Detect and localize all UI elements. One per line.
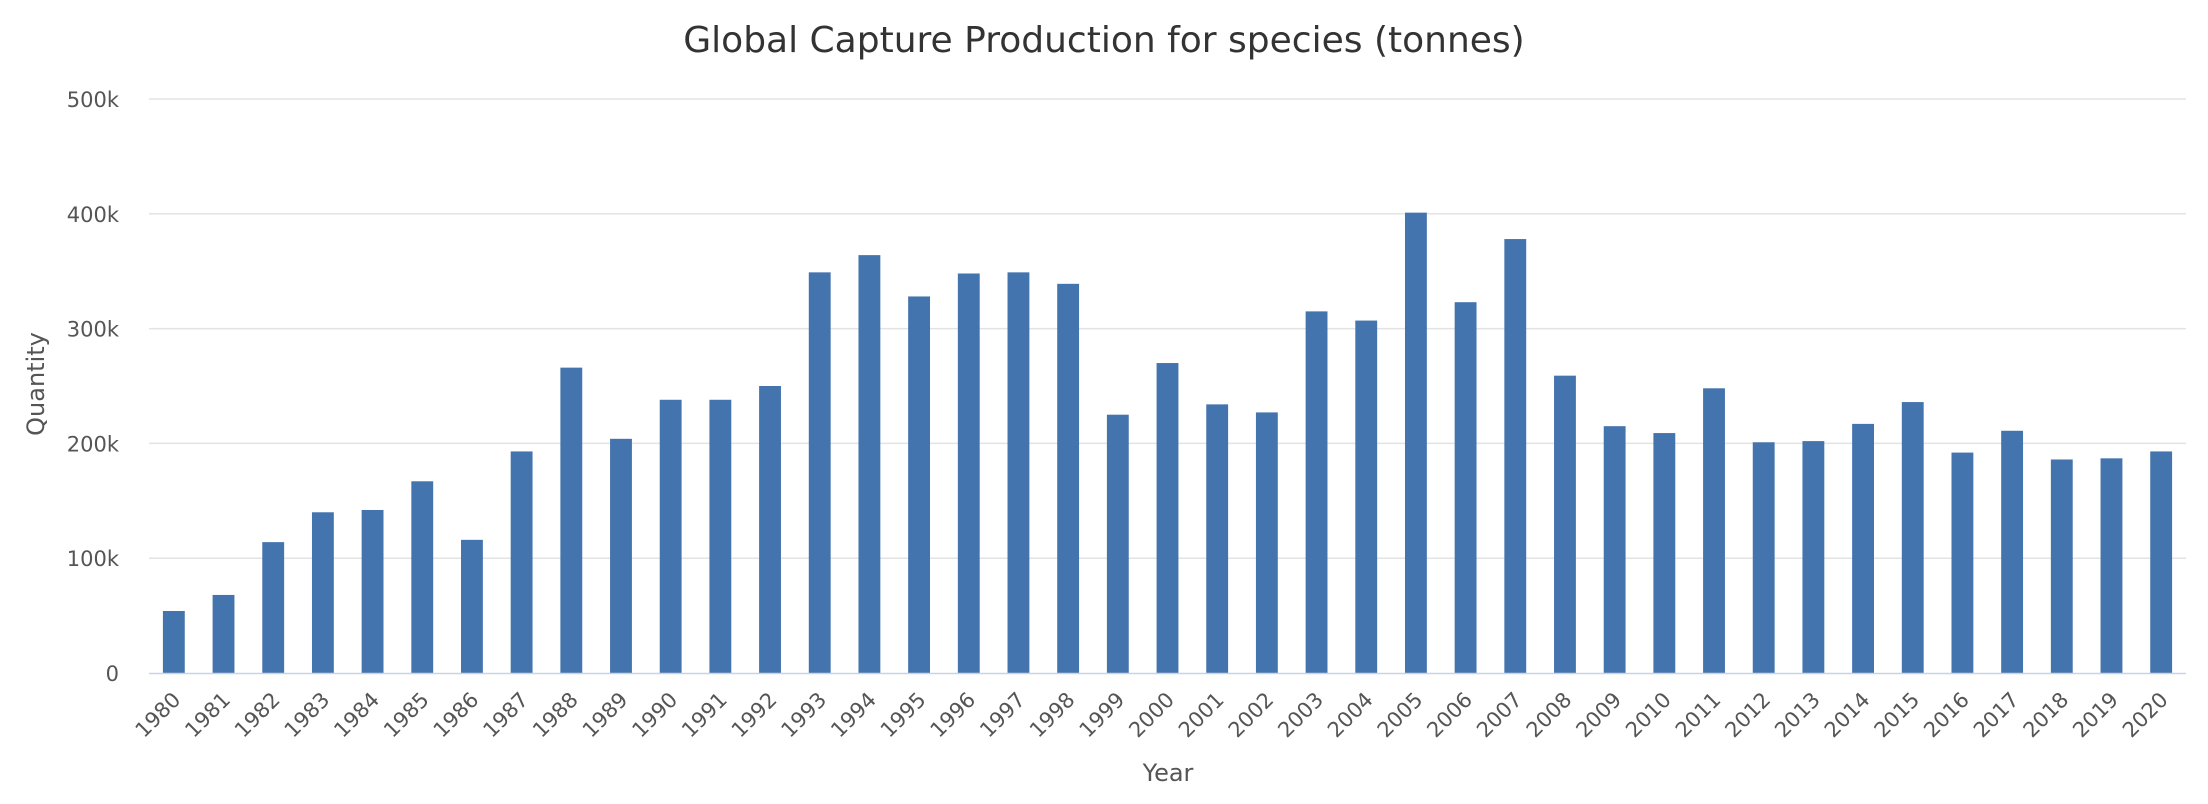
- bar-2003[interactable]: [1305, 311, 1328, 673]
- bar-1993[interactable]: [808, 272, 831, 673]
- x-tick-label: 1993: [776, 688, 831, 743]
- y-tick-label: 500k: [67, 88, 120, 112]
- bar-2002[interactable]: [1255, 412, 1278, 673]
- bar-2001[interactable]: [1206, 404, 1229, 673]
- bar-1984[interactable]: [361, 509, 384, 673]
- bar-1991[interactable]: [709, 399, 732, 673]
- x-tick-labels: 1980198119821983198419851986198719881989…: [131, 688, 2173, 743]
- bar-1992[interactable]: [759, 386, 781, 673]
- x-tick-label: 2010: [1621, 688, 1676, 743]
- bar-2013[interactable]: [1802, 441, 1825, 673]
- x-tick-label: 1980: [131, 688, 186, 743]
- y-tick-labels: 0 100k 200k 300k 400k 500k: [67, 88, 120, 686]
- x-tick-label: 1991: [677, 688, 732, 743]
- bar-2007[interactable]: [1504, 239, 1527, 673]
- x-tick-label: 1996: [926, 688, 981, 743]
- bar-2019[interactable]: [2100, 458, 2123, 673]
- x-tick-label: 2000: [1124, 688, 1179, 743]
- y-gridlines: [149, 98, 2186, 559]
- x-tick-label: 2001: [1174, 688, 1229, 743]
- x-tick-label: 2018: [2019, 688, 2074, 743]
- x-tick-label: 2006: [1422, 688, 1477, 743]
- x-tick-label: 1998: [1025, 688, 1080, 743]
- bar-1981[interactable]: [212, 594, 235, 673]
- chart-title: Global Capture Production for species (t…: [683, 20, 1524, 61]
- bar-1997[interactable]: [1007, 272, 1030, 673]
- x-tick-label: 1988: [528, 688, 583, 743]
- y-tick-label: 0: [106, 662, 119, 686]
- bars: [162, 212, 2173, 674]
- bar-1986[interactable]: [461, 539, 483, 673]
- bar-1996[interactable]: [957, 273, 980, 673]
- bar-2016[interactable]: [1951, 452, 1974, 673]
- bar-2000[interactable]: [1156, 363, 1179, 673]
- bar-1998[interactable]: [1057, 283, 1080, 673]
- bar-2014[interactable]: [1852, 423, 1874, 673]
- bar-2012[interactable]: [1752, 442, 1775, 673]
- x-tick-label: 1986: [429, 688, 484, 743]
- x-tick-label: 2020: [2118, 688, 2173, 743]
- x-tick-label: 1987: [478, 688, 533, 743]
- bar-1990[interactable]: [659, 399, 682, 673]
- bar-1999[interactable]: [1106, 414, 1129, 673]
- y-tick-label: 300k: [67, 318, 120, 342]
- x-tick-label: 1995: [876, 688, 931, 743]
- bar-1985[interactable]: [411, 481, 434, 673]
- y-axis-label: Quantity: [22, 332, 50, 436]
- bar-2004[interactable]: [1355, 320, 1378, 673]
- x-tick-label: 2017: [1969, 688, 2024, 743]
- bar-2006[interactable]: [1454, 302, 1477, 673]
- y-tick-label: 200k: [67, 432, 120, 456]
- x-tick-label: 1994: [826, 688, 881, 743]
- x-tick-label: 2004: [1323, 688, 1378, 743]
- bar-1995[interactable]: [908, 296, 931, 673]
- x-tick-label: 2005: [1373, 688, 1428, 743]
- x-tick-label: 2016: [1919, 688, 1974, 743]
- x-tick-label: 2007: [1472, 688, 1527, 743]
- bar-1994[interactable]: [858, 255, 881, 674]
- bar-1988[interactable]: [560, 367, 583, 673]
- bar-2018[interactable]: [2050, 459, 2073, 673]
- x-tick-label: 2011: [1671, 688, 1726, 743]
- bar-2020[interactable]: [2150, 451, 2173, 673]
- x-tick-label: 1989: [578, 688, 633, 743]
- x-tick-label: 2012: [1720, 688, 1775, 743]
- bar-2015[interactable]: [1901, 402, 1924, 673]
- x-tick-label: 2013: [1770, 688, 1825, 743]
- bar-1987[interactable]: [510, 451, 533, 673]
- x-tick-label: 1981: [180, 688, 235, 743]
- x-tick-label: 2008: [1522, 688, 1577, 743]
- x-tick-label: 1999: [1075, 688, 1130, 743]
- x-tick-label: 1983: [280, 688, 335, 743]
- y-tick-label: 100k: [67, 547, 120, 571]
- bar-1980[interactable]: [162, 611, 185, 673]
- bar-1983[interactable]: [311, 512, 334, 673]
- bar-2017[interactable]: [2001, 430, 2024, 673]
- bar-2011[interactable]: [1703, 388, 1725, 673]
- x-tick-label: 1990: [627, 688, 682, 743]
- x-tick-label: 1985: [379, 688, 434, 743]
- bar-1982[interactable]: [262, 542, 285, 673]
- x-tick-label: 1982: [230, 688, 285, 743]
- x-tick-label: 2015: [1870, 688, 1925, 743]
- y-tick-label: 400k: [67, 203, 120, 227]
- x-tick-label: 2019: [2068, 688, 2123, 743]
- bar-1989[interactable]: [610, 438, 632, 673]
- x-tick-label: 1992: [727, 688, 782, 743]
- x-tick-label: 2002: [1224, 688, 1279, 743]
- x-tick-label: 1984: [329, 688, 384, 743]
- x-tick-label: 1997: [975, 688, 1030, 743]
- bar-2010[interactable]: [1653, 433, 1676, 673]
- bar-2008[interactable]: [1554, 375, 1576, 673]
- x-axis-label: Year: [1142, 759, 1194, 787]
- bar-2009[interactable]: [1603, 426, 1626, 673]
- x-tick-label: 2009: [1571, 688, 1626, 743]
- x-tick-label: 2014: [1820, 688, 1875, 743]
- x-tick-label: 2003: [1273, 688, 1328, 743]
- bar-2005[interactable]: [1404, 212, 1427, 674]
